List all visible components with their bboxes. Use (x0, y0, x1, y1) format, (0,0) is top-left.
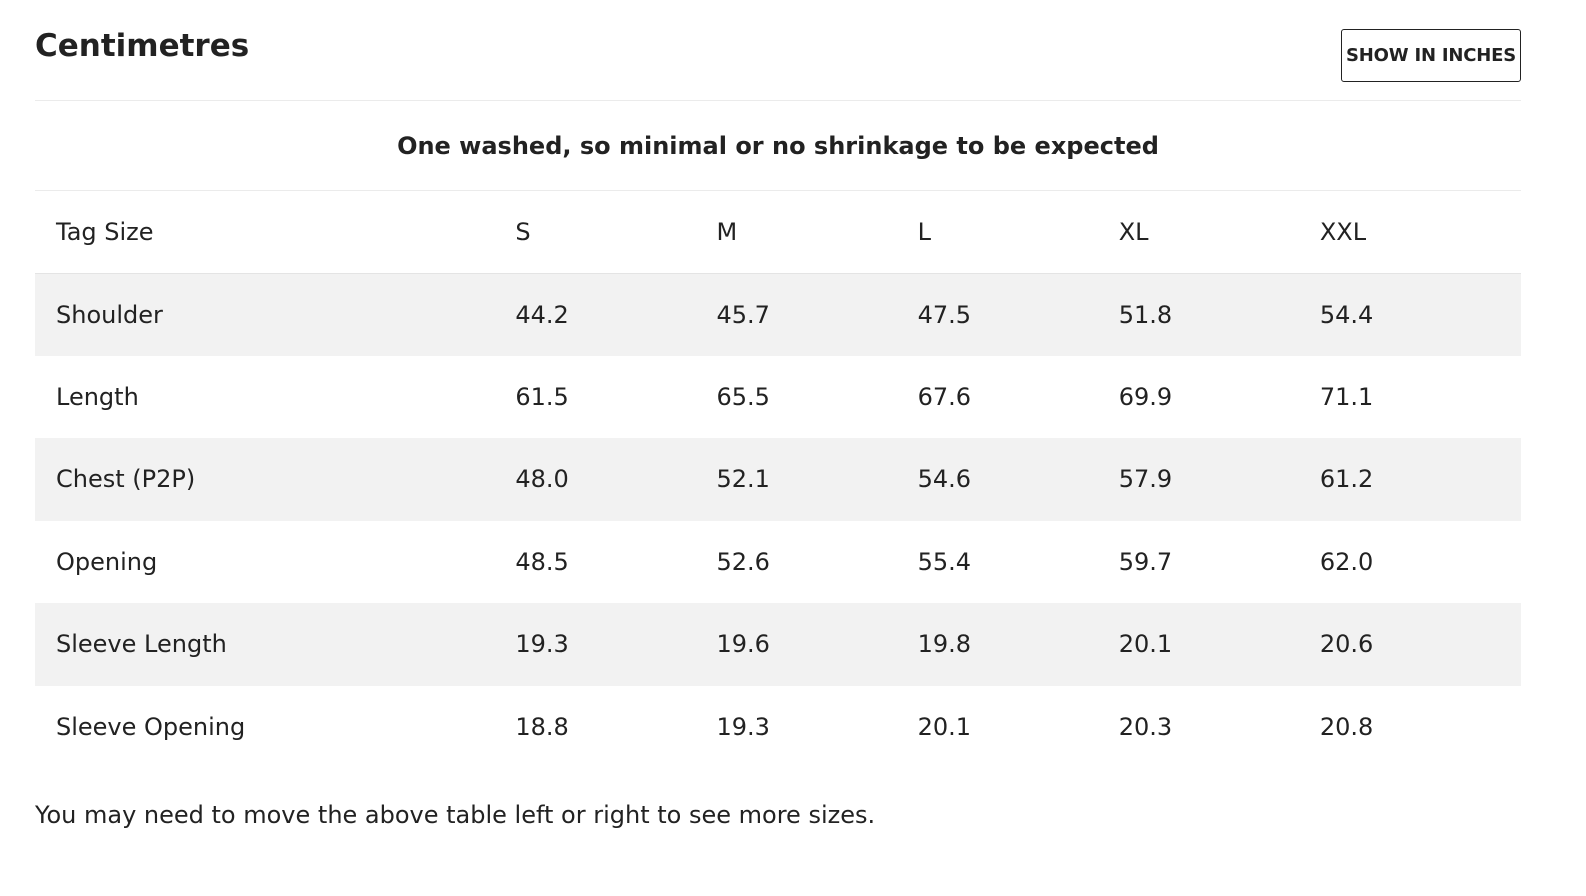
table-cell: 52.6 (716, 547, 770, 576)
table-cell: 19.6 (716, 630, 770, 659)
table-cell: 19.8 (917, 630, 971, 659)
column-header-l: L (917, 191, 1119, 274)
table-cell: 20.6 (1319, 630, 1374, 659)
table-cell: 51.8 (1118, 300, 1173, 329)
table-cell: 57.9 (1118, 465, 1173, 494)
row-label: Shoulder (56, 300, 163, 329)
table-cell: 48.5 (515, 547, 569, 576)
table-row: Shoulder 44.2 45.7 47.5 51.8 54.4 (35, 273, 1521, 356)
table-cell: 62.0 (1319, 547, 1374, 576)
column-header-xl: XL (1118, 191, 1320, 274)
table-cell: 20.1 (1118, 630, 1173, 659)
divider (35, 100, 1521, 101)
table-cell: 61.5 (515, 382, 569, 411)
table-cell: 19.3 (716, 712, 770, 741)
table-cell: 20.8 (1319, 712, 1374, 741)
size-table: Tag Size S M L XL XXL Shoulder 44.2 45.7… (35, 191, 1521, 768)
show-in-inches-button[interactable]: SHOW IN INCHES (1341, 29, 1521, 82)
shrinkage-note: One washed, so minimal or no shrinkage t… (397, 131, 1159, 160)
table-cell: 47.5 (917, 300, 971, 329)
row-label: Chest (P2P) (56, 465, 196, 494)
row-label: Sleeve Length (56, 630, 227, 659)
table-cell: 20.1 (917, 712, 971, 741)
table-cell: 61.2 (1319, 465, 1374, 494)
column-header-s: S (515, 191, 717, 274)
table-cell: 18.8 (515, 712, 569, 741)
table-row: Sleeve Length 19.3 19.6 19.8 20.1 20.6 (35, 603, 1521, 686)
table-cell: 69.9 (1118, 382, 1173, 411)
table-cell: 67.6 (917, 382, 971, 411)
scroll-hint: You may need to move the above table lef… (35, 801, 876, 829)
column-header-xxl: XXL (1319, 191, 1521, 274)
table-row: Sleeve Opening 18.8 19.3 20.1 20.3 20.8 (35, 686, 1521, 769)
table-row: Length 61.5 65.5 67.6 69.9 71.1 (35, 356, 1521, 439)
table-row: Chest (P2P) 48.0 52.1 54.6 57.9 61.2 (35, 438, 1521, 521)
table-cell: 44.2 (515, 300, 569, 329)
table-cell: 59.7 (1118, 547, 1173, 576)
table-header-row: Tag Size S M L XL XXL (35, 191, 1521, 274)
column-header-m: M (716, 191, 918, 274)
table-cell: 48.0 (515, 465, 569, 494)
table-cell: 52.1 (716, 465, 770, 494)
table-cell: 54.6 (917, 465, 971, 494)
row-label: Sleeve Opening (56, 712, 246, 741)
divider (35, 190, 1521, 191)
table-cell: 54.4 (1319, 300, 1374, 329)
table-row: Opening 48.5 52.6 55.4 59.7 62.0 (35, 521, 1521, 604)
unit-title: Centimetres (35, 28, 250, 64)
table-cell: 19.3 (515, 630, 569, 659)
table-cell: 55.4 (917, 547, 971, 576)
table-cell: 65.5 (716, 382, 770, 411)
table-cell: 71.1 (1319, 382, 1374, 411)
column-header-tag-size: Tag Size (35, 191, 516, 274)
table-cell: 20.3 (1118, 712, 1173, 741)
row-label: Length (56, 382, 139, 411)
table-cell: 45.7 (716, 300, 770, 329)
row-label: Opening (56, 547, 158, 576)
